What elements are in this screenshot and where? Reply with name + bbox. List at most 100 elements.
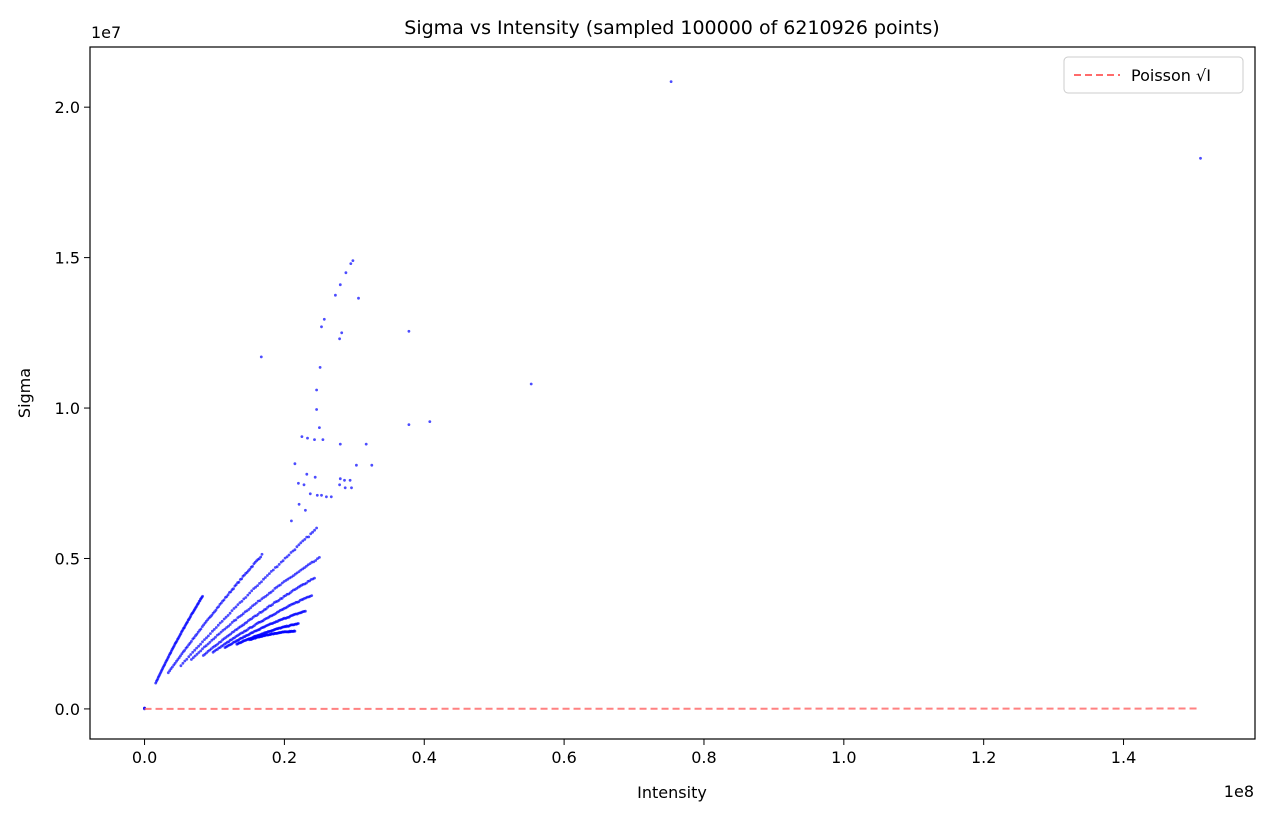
scatter-point [351, 259, 355, 262]
scatter-point [183, 649, 187, 652]
scatter-point [349, 262, 353, 265]
scatter-point [199, 627, 203, 631]
scatter-point [234, 605, 238, 609]
legend-box [1063, 56, 1244, 94]
scatter-point [334, 293, 337, 297]
scatter-point [287, 553, 291, 557]
scatter-point [207, 634, 210, 638]
legend-poisson-label: Poisson √I [1131, 66, 1211, 85]
scatter-point [247, 608, 251, 611]
scatter-point [277, 563, 281, 566]
scatter-point [264, 607, 268, 611]
scatter-point [370, 463, 374, 467]
scatter-point [230, 609, 234, 612]
scatter-point [297, 543, 301, 547]
scatter-point [191, 650, 195, 654]
y-axis-label: Sigma [15, 368, 34, 418]
scatter-point [214, 626, 218, 629]
scatter-points [143, 80, 1202, 711]
scatter-point [224, 615, 228, 619]
y-tick-label: 2.0 [55, 98, 80, 117]
scatter-point [227, 624, 230, 628]
scatter-point [254, 601, 258, 605]
scatter-point [173, 661, 177, 665]
scatter-point [234, 618, 238, 622]
scatter-point [529, 382, 533, 386]
scatter-point [271, 589, 275, 592]
scatter-point [364, 442, 368, 446]
scatter-point [304, 508, 307, 512]
scatter-point [228, 611, 232, 615]
scatter-point [211, 629, 214, 633]
scatter-point [217, 632, 221, 636]
scatter-point [260, 580, 263, 584]
scatter-point [249, 606, 253, 610]
scatter-point [230, 621, 234, 624]
scatter-point [315, 408, 318, 411]
scatter-point [1199, 156, 1202, 160]
scatter-point [305, 472, 309, 476]
x-axis-label: Intensity [637, 783, 707, 802]
scatter-point [210, 613, 214, 617]
scatter-point [318, 366, 322, 369]
scatter-point [308, 492, 312, 496]
scatter-point [264, 576, 267, 579]
scatter-point [223, 627, 227, 631]
scatter-point [669, 80, 673, 83]
x-axis: 0.0 0.2 0.4 0.6 0.8 1.0 1.2 1.4 [132, 739, 1136, 767]
scatter-point [185, 645, 189, 649]
scatter-point [266, 593, 269, 597]
scatter-point [254, 585, 257, 589]
scatter-point [304, 609, 307, 613]
scatter-point [344, 271, 348, 275]
scatter-point [228, 623, 232, 626]
x-offset-label: 1e8 [1224, 782, 1254, 801]
y-offset-label: 1e7 [91, 23, 121, 42]
scatter-point [279, 583, 282, 587]
scatter-point [313, 438, 316, 441]
scatter-point [195, 652, 199, 656]
scatter-point [280, 596, 284, 600]
scatter-point [407, 329, 411, 333]
scatter-point [320, 493, 323, 497]
scatter-point [234, 583, 238, 587]
scatter-point [283, 556, 287, 560]
scatter-point [205, 636, 208, 640]
scatter-point [313, 528, 316, 532]
scatter-point [209, 632, 212, 635]
scatter-point [275, 565, 279, 569]
scatter-point [258, 582, 261, 585]
scatter-point [191, 656, 195, 660]
scatter-point [258, 599, 262, 602]
legend: Poisson √I [1063, 56, 1244, 94]
scatter-point [290, 519, 293, 523]
scatter-point [266, 574, 269, 577]
scatter-point [321, 438, 325, 441]
y-tick-label: 0.0 [55, 700, 80, 719]
scatter-point [199, 642, 203, 646]
scatter-point [325, 495, 328, 499]
y-tick-label: 1.0 [55, 399, 80, 418]
scatter-point [256, 612, 260, 616]
scatter-point [311, 530, 314, 534]
x-tick-label: 0.6 [551, 748, 576, 767]
scatter-point [357, 296, 360, 300]
scatter-point [262, 577, 265, 581]
scatter-point [314, 559, 318, 562]
scatter-point [306, 436, 309, 440]
x-tick-label: 1.4 [1111, 748, 1136, 767]
scatter-point [204, 644, 208, 648]
scatter-point [187, 655, 191, 659]
scatter-point [201, 594, 205, 598]
scatter-point [214, 635, 217, 639]
x-tick-label: 0.0 [132, 748, 157, 767]
scatter-point [171, 665, 174, 669]
scatter-point [199, 649, 203, 653]
scatter-point [293, 462, 297, 466]
scatter-point [240, 577, 244, 581]
scatter-point [302, 483, 306, 487]
scatter-point [192, 636, 196, 640]
scatter-point [343, 486, 347, 490]
scatter-point [269, 590, 273, 594]
